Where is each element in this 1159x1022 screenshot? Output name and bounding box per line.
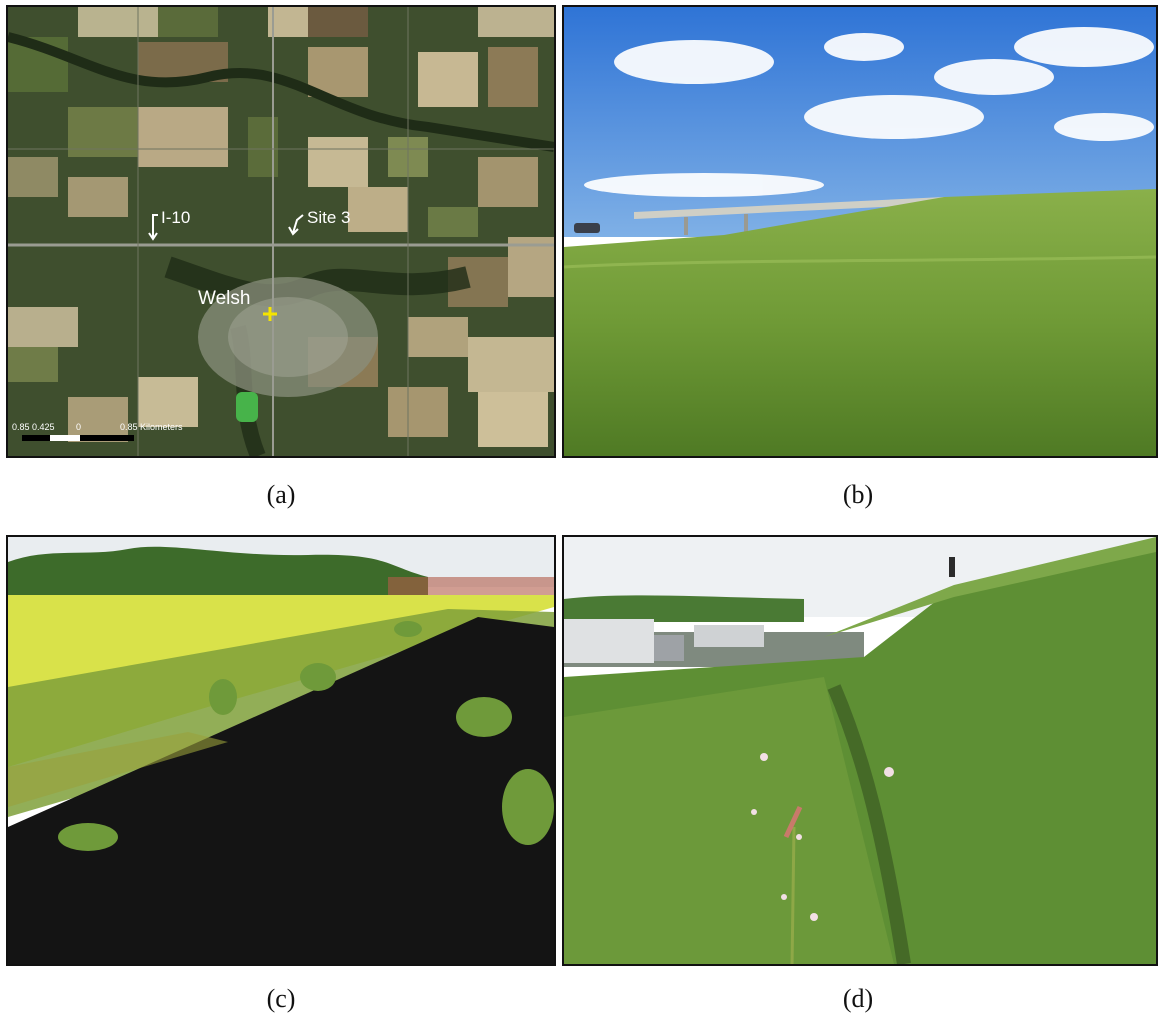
panel-a-satellite-map: I-10 Site 3 Welsh 0.85 0.425 0 0.85 Kilo… [6, 5, 556, 458]
car [574, 223, 600, 233]
overpass-bridge [634, 197, 944, 235]
label-town: Welsh [198, 288, 250, 309]
panel-d-photo [562, 535, 1158, 966]
scale-bar: 0.85 0.425 0 0.85 Kilometers [12, 422, 183, 441]
site-arrow-icon [288, 214, 304, 236]
caption-a: (a) [266, 480, 296, 509]
location-cross-icon [263, 307, 277, 321]
label-highway: I-10 [161, 208, 190, 227]
caption-b: (b) [842, 480, 874, 509]
tree-line [8, 546, 428, 597]
pond [236, 392, 258, 422]
weeds [58, 621, 554, 851]
truck [564, 619, 764, 663]
caption-c: (c) [266, 984, 296, 1013]
distant-trees [564, 595, 804, 622]
photo-grass-highway [564, 537, 1156, 964]
burned-ground [8, 617, 554, 964]
farm-fields [8, 7, 554, 447]
photo-burned-slope [8, 537, 554, 964]
photo-grass-overpass [564, 7, 1156, 456]
caption-d: (d) [842, 984, 874, 1013]
grass-embankment [564, 189, 1156, 456]
scale-tick-right: 0.85 Kilometers [120, 422, 183, 432]
scale-tick-mid: 0.425 [32, 422, 55, 432]
label-site: Site 3 [307, 208, 350, 227]
scale-tick-zero: 0 [76, 422, 81, 432]
wildflowers [751, 753, 894, 921]
clouds [584, 27, 1154, 197]
satellite-map-image: I-10 Site 3 Welsh 0.85 0.425 0 0.85 Kilo… [8, 7, 554, 456]
scale-tick-left: 0.85 [12, 422, 30, 432]
panel-c-photo [6, 535, 556, 966]
panel-b-photo [562, 5, 1158, 458]
highway-arrow-icon [148, 214, 158, 241]
